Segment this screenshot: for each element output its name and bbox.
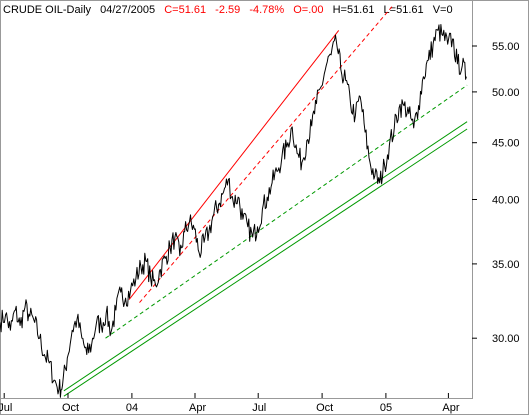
x-tick-label: Apr xyxy=(189,402,206,414)
x-tick-label: Oct xyxy=(316,402,333,414)
x-tick-label: Jul xyxy=(252,402,266,414)
x-tick-label: 05 xyxy=(380,402,392,414)
price-series xyxy=(0,24,467,398)
red-dashed-trendline xyxy=(139,6,393,303)
green-solid-trendline xyxy=(63,121,468,392)
close-label: C=51.61 xyxy=(164,4,206,16)
volume-label: V=0 xyxy=(433,4,453,16)
open-label: O=.00 xyxy=(293,4,323,16)
red-solid-trendline xyxy=(128,30,340,300)
green-solid-trendline xyxy=(63,128,468,397)
x-tick-label: Jul xyxy=(0,402,12,414)
y-tick-label: 35.00 xyxy=(492,259,520,271)
y-tick-label: 30.00 xyxy=(492,333,520,345)
change-label: -2.59 xyxy=(215,4,240,16)
x-tick-label: Apr xyxy=(442,402,459,414)
y-tick-label: 55.00 xyxy=(492,41,520,53)
y-tick-label: 45.00 xyxy=(492,138,520,150)
chart-header: CRUDE OIL-Daily 04/27/2005 C=51.61 -2.59… xyxy=(3,4,453,16)
low-label: L=51.61 xyxy=(384,4,424,16)
x-tick-label: 04 xyxy=(126,402,138,414)
symbol-label: CRUDE OIL-Daily xyxy=(3,4,92,16)
green-dashed-trendline xyxy=(105,84,468,339)
x-axis: Jul Oct 04 Apr Jul Oct 05 Apr xyxy=(0,393,460,414)
trend-lines xyxy=(63,6,468,397)
y-axis: 30.00 35.00 40.00 45.00 50.00 55.00 xyxy=(472,41,520,345)
y-tick-label: 50.00 xyxy=(492,87,520,99)
price-line xyxy=(0,24,467,398)
high-label: H=51.61 xyxy=(333,4,375,16)
change-pct-label: -4.78% xyxy=(249,4,284,16)
y-tick-label: 40.00 xyxy=(492,195,520,207)
x-tick-label: Oct xyxy=(62,402,79,414)
date-label: 04/27/2005 xyxy=(100,4,155,16)
